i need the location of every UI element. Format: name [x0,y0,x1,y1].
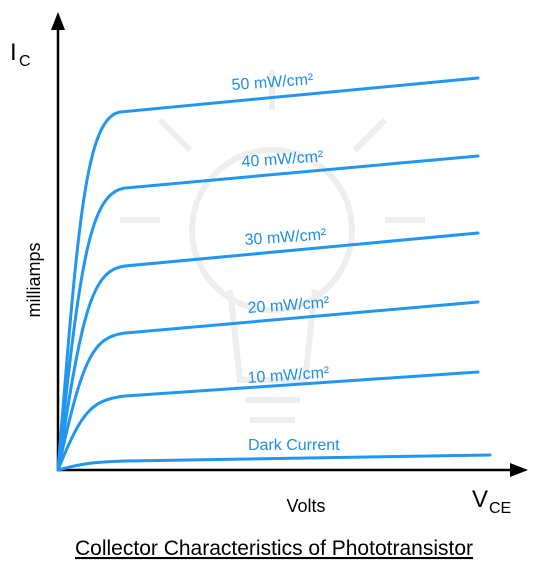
curve [58,78,478,470]
y-symbol: I [10,39,17,66]
title: Collector Characteristics of Phototransi… [75,537,473,560]
x-axis-label: Volts [286,496,325,516]
diagram: 50 mW/cm² 40 mW/cm² 30 mW/cm² 20 mW/cm² … [0,0,549,561]
curve [58,233,478,470]
x-arrow [510,463,528,477]
curve-label: 20 mW/cm² [247,294,330,317]
x-symbol: V [472,486,488,513]
x-subscript: CE [489,500,511,517]
curve [58,455,490,470]
y-axis-label: milliamps [24,242,44,317]
curve-label: Dark Current [248,437,340,454]
curve-label: 50 mW/cm² [231,71,314,94]
y-arrow [51,12,65,30]
curve-label: 30 mW/cm² [244,226,327,249]
y-subscript: C [19,53,31,70]
